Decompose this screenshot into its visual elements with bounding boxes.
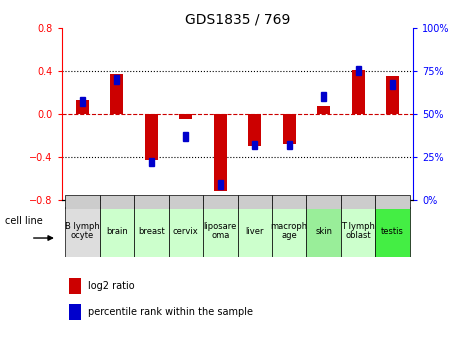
Bar [238, 207, 272, 257]
Bar [286, 141, 292, 149]
Bar [341, 195, 375, 209]
Bar [317, 106, 330, 114]
Text: testis: testis [381, 227, 404, 236]
Bar [283, 114, 296, 144]
Bar [145, 114, 158, 160]
Bar [272, 207, 306, 257]
Bar [341, 207, 375, 257]
Title: GDS1835 / 769: GDS1835 / 769 [185, 12, 290, 27]
Text: T lymph
oblast: T lymph oblast [341, 221, 375, 240]
Bar [203, 195, 238, 209]
Text: B lymph
ocyte: B lymph ocyte [65, 221, 100, 240]
Text: cervix: cervix [173, 227, 199, 236]
Bar [214, 114, 227, 191]
Text: breast: breast [138, 227, 165, 236]
Text: log2 ratio: log2 ratio [88, 281, 135, 291]
Bar [69, 278, 81, 294]
Bar [386, 76, 399, 114]
Bar [375, 207, 410, 257]
Bar [252, 141, 257, 149]
Bar [65, 207, 100, 257]
Bar [248, 114, 261, 146]
Text: percentile rank within the sample: percentile rank within the sample [88, 307, 253, 317]
Text: liposare
oma: liposare oma [204, 221, 237, 240]
Text: cell line: cell line [5, 216, 43, 226]
Bar [76, 100, 89, 114]
Bar [272, 195, 306, 209]
Text: macroph
age: macroph age [271, 221, 308, 240]
Bar [69, 305, 81, 320]
Bar [179, 114, 192, 119]
Bar [134, 195, 169, 209]
Bar [80, 98, 85, 106]
Bar [238, 195, 272, 209]
Bar [114, 75, 120, 84]
Bar [390, 80, 395, 89]
Bar [321, 92, 326, 101]
Bar [134, 207, 169, 257]
Bar [375, 195, 410, 209]
Bar [203, 207, 238, 257]
Bar [355, 66, 361, 75]
Text: brain: brain [106, 227, 128, 236]
Bar [218, 180, 223, 189]
Bar [100, 207, 134, 257]
Bar [169, 207, 203, 257]
Text: liver: liver [246, 227, 264, 236]
Bar [110, 74, 124, 114]
Bar [149, 158, 154, 167]
Bar [183, 132, 189, 141]
Bar [169, 195, 203, 209]
Bar [306, 195, 341, 209]
Bar [306, 207, 341, 257]
Bar [65, 195, 100, 209]
Text: skin: skin [315, 227, 332, 236]
Bar [352, 70, 365, 114]
Bar [100, 195, 134, 209]
